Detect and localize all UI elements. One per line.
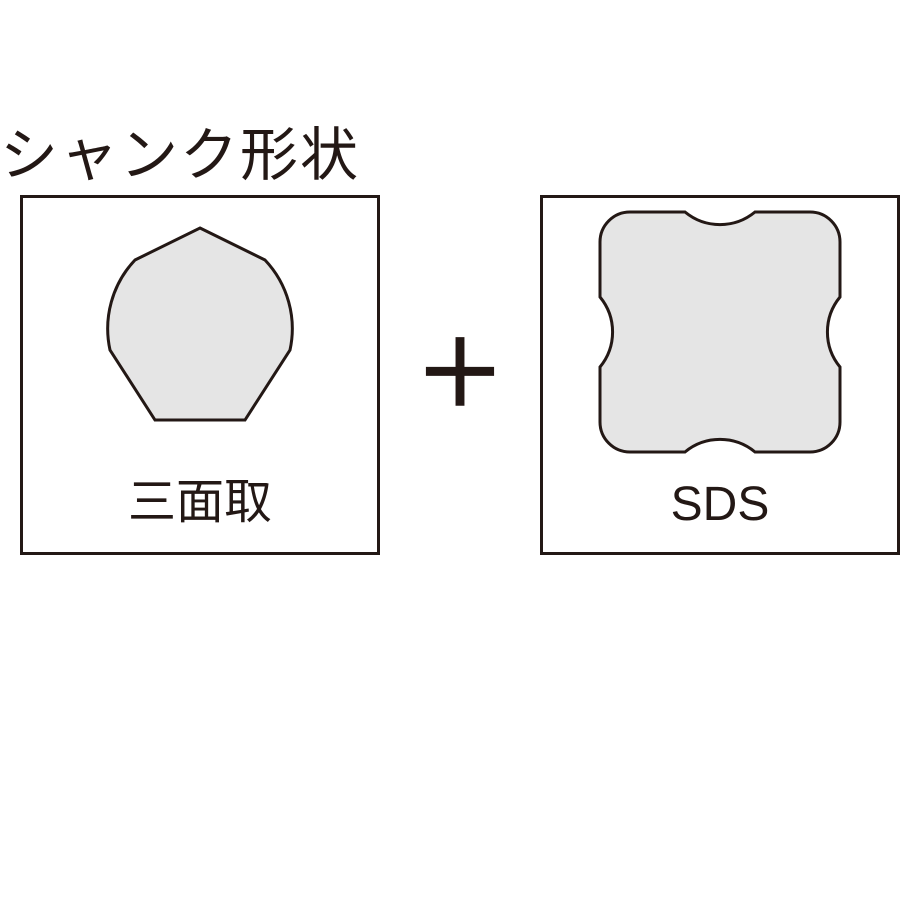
sds-shape-icon <box>580 197 860 467</box>
page-title: シャンク形状 <box>0 108 360 192</box>
right-box-label: SDS <box>671 477 770 532</box>
three-flat-shape-icon <box>95 220 305 430</box>
left-shape-container <box>23 198 377 452</box>
left-box: 三面取 <box>20 195 380 555</box>
diagram-container: 三面取 ＋ SDS <box>20 195 900 555</box>
right-shape-container <box>543 197 897 467</box>
right-box: SDS <box>540 195 900 555</box>
left-box-label: 三面取 <box>128 462 272 532</box>
plus-icon: ＋ <box>415 330 505 420</box>
